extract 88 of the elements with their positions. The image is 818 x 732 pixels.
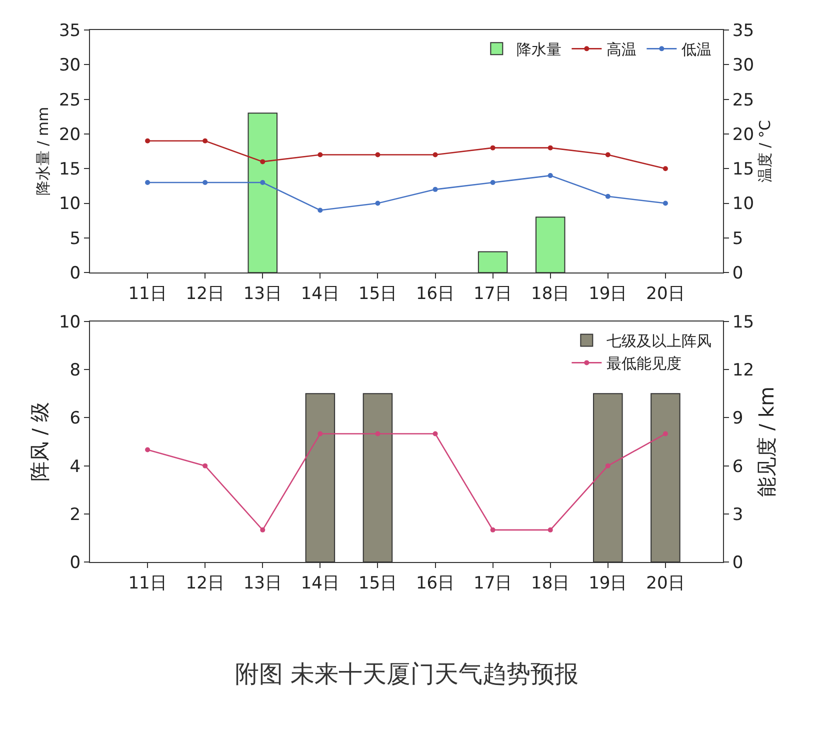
y2-tick-label: 25 <box>732 90 754 110</box>
x-tick-label: 14日 <box>300 284 340 304</box>
point <box>145 138 150 144</box>
x-tick-label: 12日 <box>186 284 224 304</box>
y2-tick-label: 9 <box>732 408 744 429</box>
legend-label: 七级及以上阵风 <box>606 332 712 350</box>
x-tick-label: 13日 <box>243 284 282 304</box>
point <box>318 152 323 158</box>
y2-tick-label: 0 <box>732 264 744 284</box>
point <box>260 527 266 532</box>
point <box>662 166 668 172</box>
y-axis-title: 降水量 / mm <box>34 106 52 196</box>
point <box>375 200 380 206</box>
y2-tick-label: 15 <box>732 160 754 180</box>
point <box>318 208 323 213</box>
x-tick-label: 11日 <box>128 573 167 594</box>
point <box>375 431 380 436</box>
y-tick-label: 0 <box>70 264 81 284</box>
y2-tick-label: 10 <box>732 194 754 214</box>
x-tick-label: 20日 <box>646 284 685 304</box>
x-tick-label: 19日 <box>588 573 628 594</box>
x-tick-label: 13日 <box>243 573 282 594</box>
x-tick-label: 18日 <box>531 284 570 304</box>
y2-tick-label: 3 <box>732 504 744 525</box>
y-tick-label: 10 <box>58 312 81 332</box>
y-tick-label: 25 <box>58 90 81 110</box>
x-tick-label: 15日 <box>358 284 398 304</box>
legend-label: 最低能见度 <box>606 354 682 373</box>
legend-label: 低温 <box>682 40 712 59</box>
text: 附图 未来十天厦门天气趋势预报 <box>235 660 579 688</box>
y-tick-label: 2 <box>70 504 81 525</box>
y2-tick-label: 35 <box>732 20 754 41</box>
y-tick-label: 5 <box>70 228 81 249</box>
y2-tick-label: 0 <box>732 552 744 573</box>
y-tick-label: 0 <box>70 552 81 573</box>
point <box>202 180 208 185</box>
point <box>375 152 380 158</box>
point <box>490 145 496 150</box>
x-tick-label: 12日 <box>186 573 224 594</box>
point <box>432 186 438 192</box>
x-tick-label: 17日 <box>474 573 512 594</box>
x-tick-label: 16日 <box>416 573 455 594</box>
point <box>202 138 208 144</box>
y2-tick-label: 30 <box>732 56 754 76</box>
point <box>605 463 610 468</box>
y2-tick-label: 5 <box>732 228 744 249</box>
y-axis-title: 阵风 / 级 <box>27 402 52 482</box>
legend-label: 降水量 <box>516 40 562 59</box>
point <box>662 200 668 206</box>
x-tick-label: 18日 <box>531 573 570 594</box>
legend-label: 高温 <box>606 40 637 59</box>
y2-tick-label: 12 <box>732 360 754 381</box>
point <box>202 463 208 468</box>
y2-tick-label: 15 <box>732 312 754 332</box>
point <box>145 447 150 452</box>
point <box>490 527 496 532</box>
point <box>605 194 610 199</box>
x-tick-label: 19日 <box>588 284 628 304</box>
y-tick-label: 10 <box>58 194 81 214</box>
x-tick-label: 14日 <box>300 573 340 594</box>
y-tick-label: 30 <box>58 56 81 76</box>
y2-axis-title: 能见度 / km <box>754 386 779 498</box>
y-tick-label: 35 <box>58 20 81 41</box>
y-tick-label: 4 <box>70 456 81 477</box>
point <box>260 180 266 185</box>
point <box>548 527 553 532</box>
x-tick-label: 11日 <box>128 284 167 304</box>
point <box>605 152 610 158</box>
point <box>318 431 323 436</box>
point <box>432 431 438 436</box>
point <box>548 173 553 178</box>
y-tick-label: 20 <box>58 124 81 145</box>
y2-axis-title: 温度 / °C <box>756 120 774 183</box>
x-tick-label: 15日 <box>358 573 398 594</box>
y-tick-label: 6 <box>70 408 81 429</box>
point <box>432 152 438 158</box>
x-tick-label: 16日 <box>416 284 455 304</box>
point <box>145 180 150 185</box>
x-tick-label: 17日 <box>474 284 512 304</box>
y-tick-label: 15 <box>58 160 81 180</box>
x-tick-label: 20日 <box>646 573 685 594</box>
point <box>662 431 668 436</box>
y-tick-label: 8 <box>70 360 81 381</box>
point <box>548 145 553 150</box>
point <box>260 159 266 164</box>
y2-tick-label: 20 <box>732 124 754 145</box>
point <box>490 180 496 185</box>
y2-tick-label: 6 <box>732 456 744 477</box>
